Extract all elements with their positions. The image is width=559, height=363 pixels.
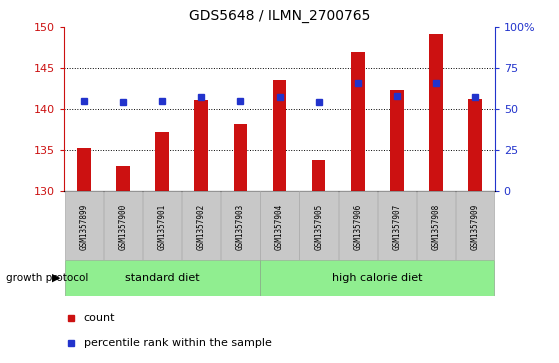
Text: GSM1357906: GSM1357906	[353, 204, 362, 250]
Bar	[273, 80, 286, 191]
Bar	[195, 100, 208, 191]
FancyBboxPatch shape	[65, 191, 103, 260]
FancyBboxPatch shape	[182, 191, 220, 260]
Bar	[312, 159, 325, 191]
Bar	[429, 34, 443, 191]
Text: GSM1357900: GSM1357900	[119, 204, 127, 250]
Text: GSM1357908: GSM1357908	[432, 204, 440, 250]
Text: GSM1357902: GSM1357902	[197, 204, 206, 250]
FancyBboxPatch shape	[260, 191, 299, 260]
Text: GSM1357905: GSM1357905	[314, 204, 323, 250]
Bar	[234, 124, 247, 191]
FancyBboxPatch shape	[456, 191, 494, 260]
Text: GSM1357903: GSM1357903	[236, 204, 245, 250]
FancyBboxPatch shape	[221, 191, 259, 260]
Text: GSM1357899: GSM1357899	[79, 204, 88, 250]
Bar	[116, 166, 130, 191]
Text: GSM1357901: GSM1357901	[158, 204, 167, 250]
Bar	[390, 90, 404, 191]
Text: count: count	[84, 313, 115, 323]
Text: high calorie diet: high calorie diet	[332, 273, 423, 283]
FancyBboxPatch shape	[143, 191, 181, 260]
FancyBboxPatch shape	[417, 191, 455, 260]
FancyBboxPatch shape	[339, 191, 377, 260]
FancyBboxPatch shape	[300, 191, 338, 260]
FancyBboxPatch shape	[260, 260, 494, 296]
Text: ▶: ▶	[52, 273, 60, 283]
Text: GSM1357909: GSM1357909	[471, 204, 480, 250]
Title: GDS5648 / ILMN_2700765: GDS5648 / ILMN_2700765	[189, 9, 370, 24]
Text: percentile rank within the sample: percentile rank within the sample	[84, 338, 272, 348]
Bar	[77, 148, 91, 191]
Text: GSM1357907: GSM1357907	[392, 204, 401, 250]
Bar	[468, 99, 482, 191]
Bar	[351, 52, 364, 191]
Text: growth protocol: growth protocol	[6, 273, 88, 283]
FancyBboxPatch shape	[104, 191, 142, 260]
Text: standard diet: standard diet	[125, 273, 200, 283]
FancyBboxPatch shape	[378, 191, 416, 260]
FancyBboxPatch shape	[65, 260, 259, 296]
Bar	[155, 132, 169, 191]
Text: GSM1357904: GSM1357904	[275, 204, 284, 250]
